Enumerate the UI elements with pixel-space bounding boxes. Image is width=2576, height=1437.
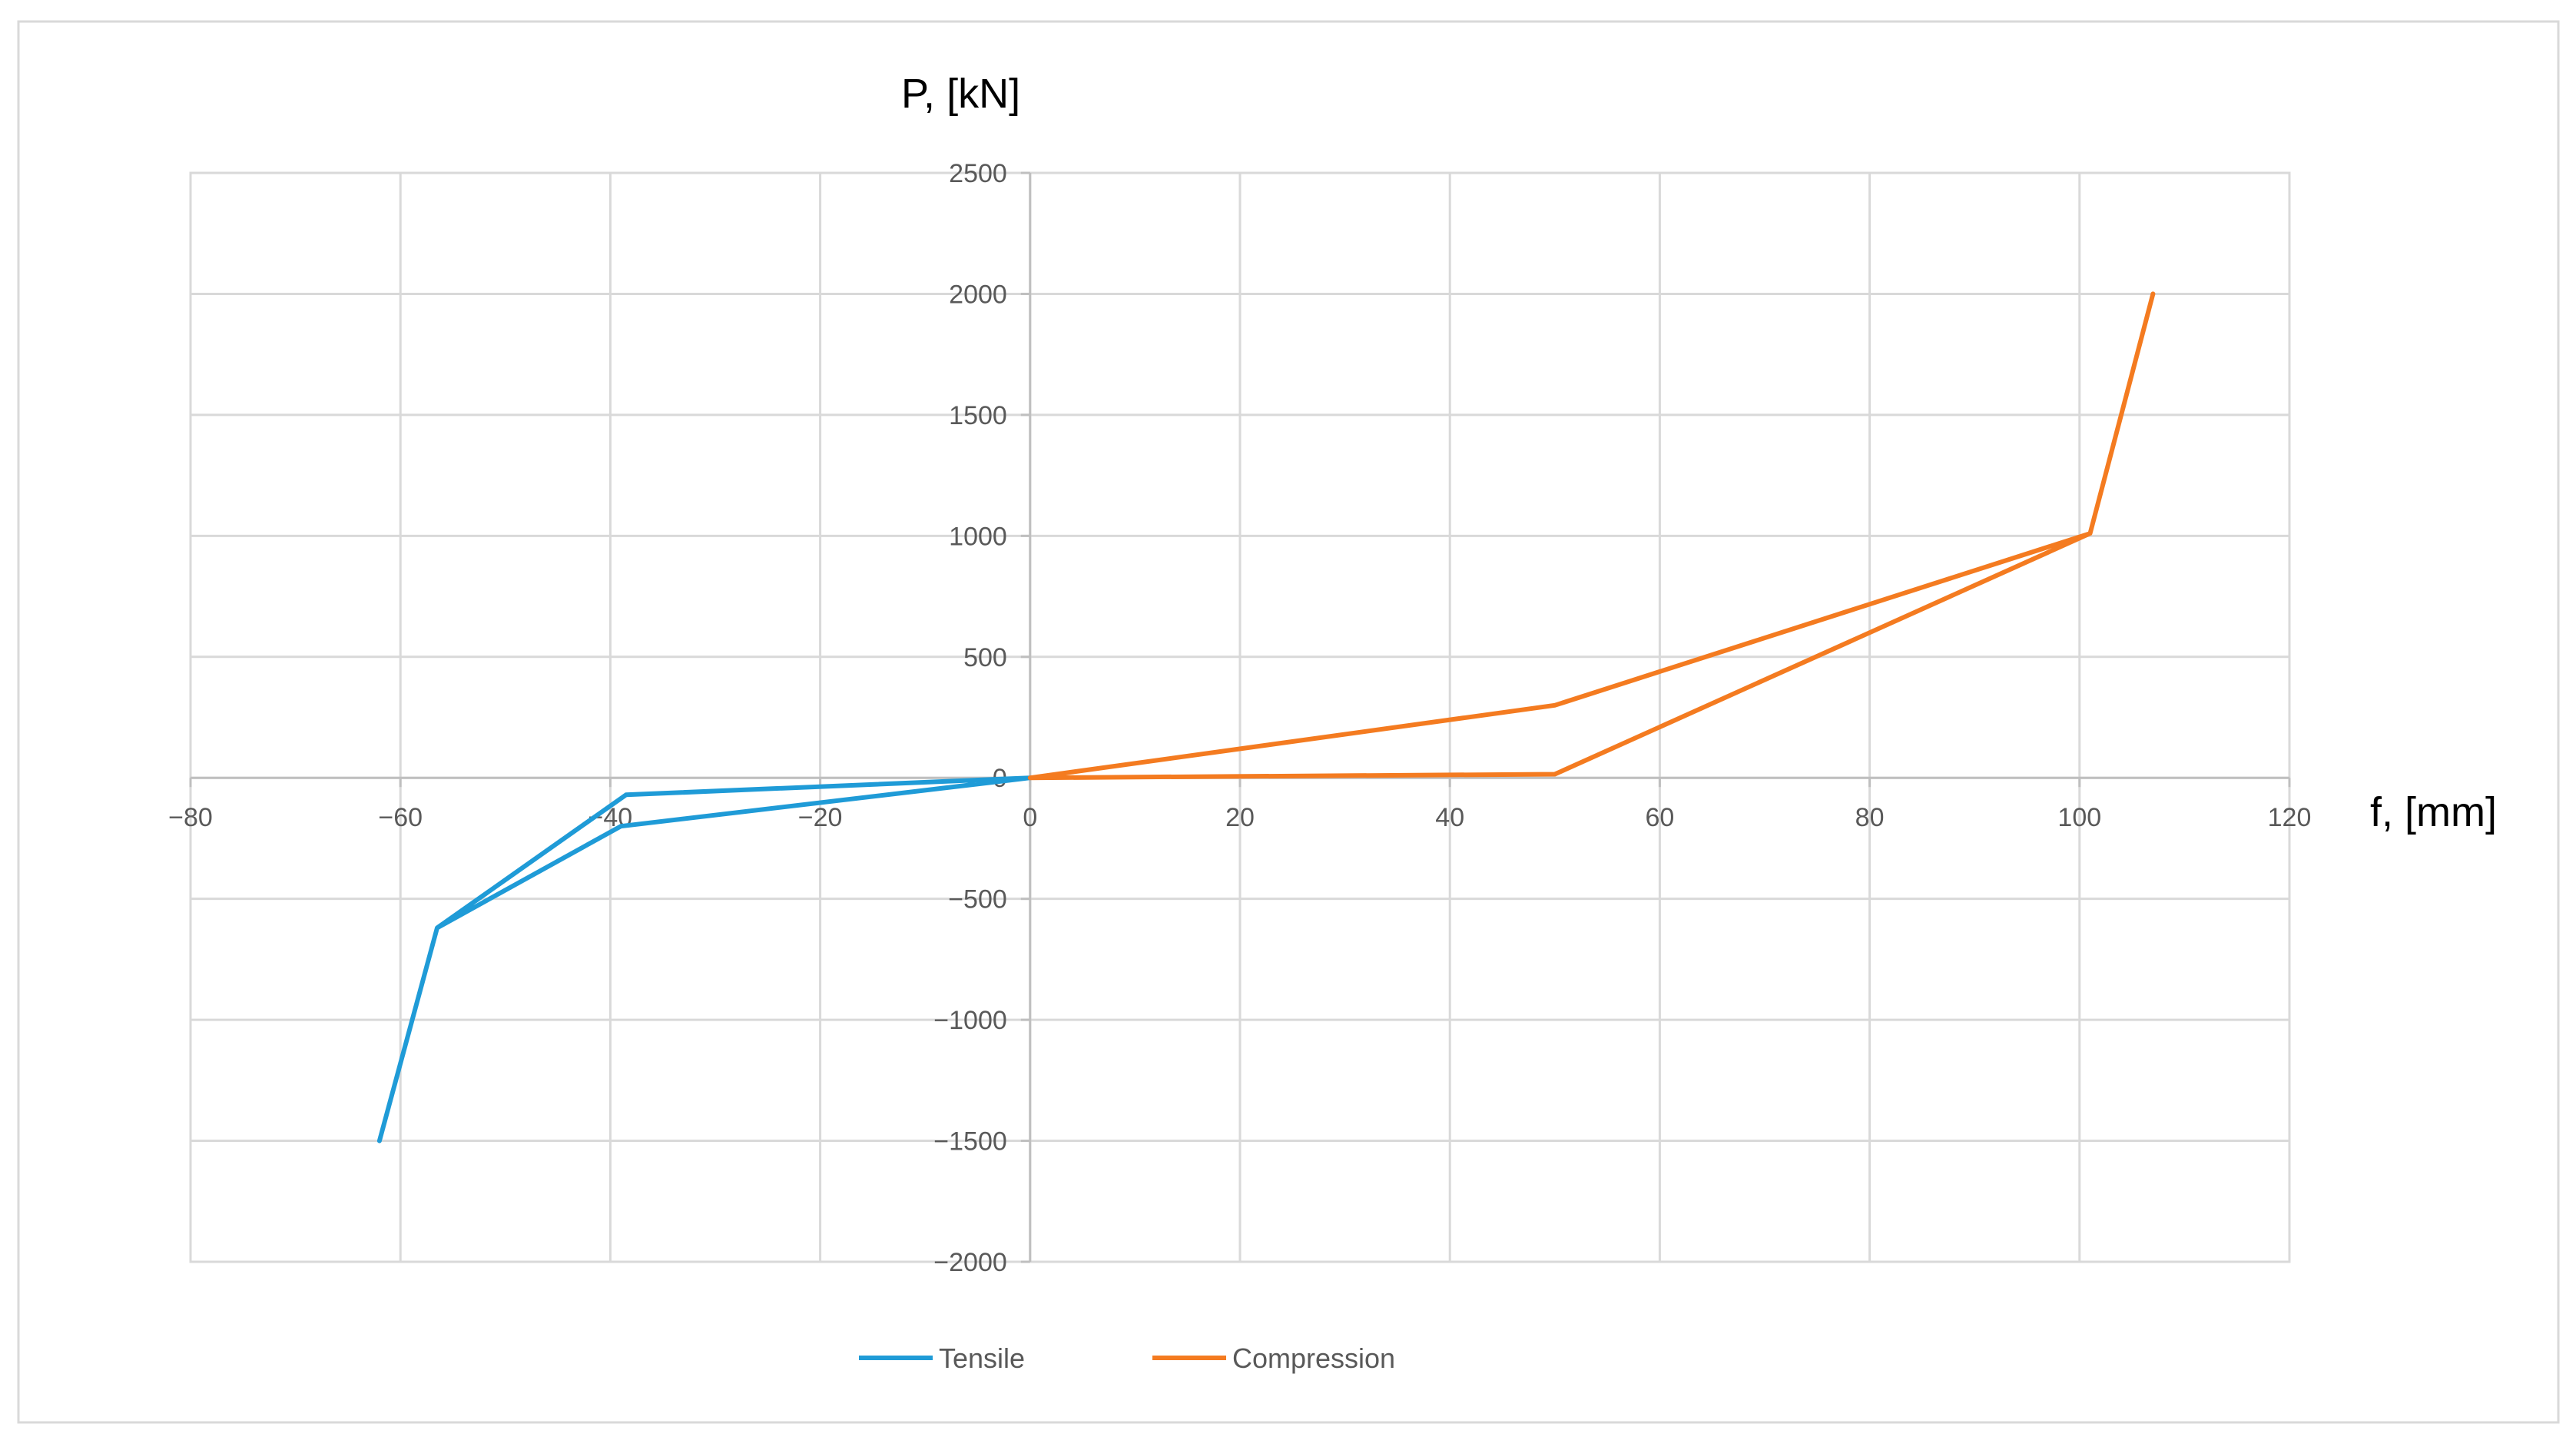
y-tick-label: 2500 [949,159,1007,188]
grid [189,171,2291,1263]
series-line-compression [1027,291,2156,781]
x-tick-label: 60 [1645,803,1674,832]
series-line-tensile [376,775,1033,1143]
chart-border [17,20,2560,1424]
legend-label-tensile: Tensile [939,1342,1025,1374]
x-tick-label: 0 [1023,803,1037,832]
x-tick-label: −20 [798,803,843,832]
x-tick-label: 20 [1225,803,1255,832]
x-tick-label: 120 [2268,803,2312,832]
x-tick-label: −80 [168,803,213,832]
x-tick-label: 100 [2057,803,2101,832]
series-lines [376,291,2156,1143]
y-tick-label: 1500 [949,401,1007,430]
legend-label-compression: Compression [1232,1342,1395,1374]
y-tick-label: 2000 [949,280,1007,309]
x-axis-title: f, [mm] [2370,789,2497,835]
x-tick-label: 40 [1435,803,1464,832]
x-tick-label: 80 [1855,803,1885,832]
y-tick-label: −500 [948,885,1007,914]
legend: Tensile Compression [859,1342,1395,1374]
y-tick-label: −1500 [933,1127,1007,1157]
y-axis-title: P, [kN] [901,71,1020,117]
y-tick-label: 500 [963,643,1007,672]
y-tick-label: −2000 [933,1248,1007,1277]
y-tick-label: 1000 [949,522,1007,551]
x-tick-label: −60 [378,803,423,832]
y-tick-label: −1000 [933,1006,1007,1035]
